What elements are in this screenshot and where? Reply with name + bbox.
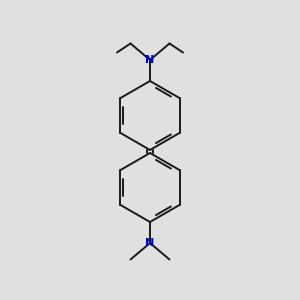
Text: N: N — [146, 55, 154, 65]
Text: N: N — [146, 238, 154, 248]
